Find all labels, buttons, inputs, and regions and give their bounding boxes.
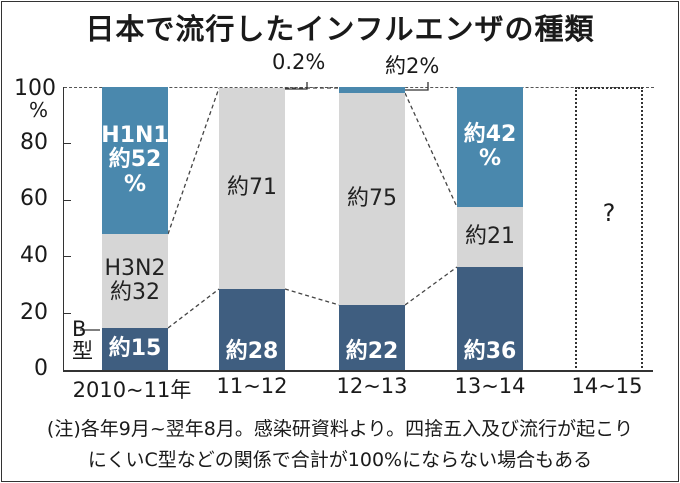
y-unit: % (28, 98, 48, 122)
footnote-line-2: にくいC型などの関係で合計が100%にならない場合もある (87, 449, 593, 471)
x-axis (63, 370, 653, 372)
y-tick-0: 0 (34, 356, 48, 381)
x-label-12-13: 12~13 (336, 374, 408, 398)
bar-2010-11: H1N1 約52 % H3N2 約32 約15 (101, 87, 169, 370)
y-tickmark (63, 143, 71, 144)
b-type-label: B 型 (72, 317, 93, 364)
segment-b: 約36 (457, 267, 523, 370)
chart-title: 日本で流行したインフルエンザの種類 (85, 12, 595, 46)
y-tick-100: 100 (14, 76, 56, 101)
y-axis (63, 87, 64, 370)
y-tickmark (63, 313, 71, 314)
bar-12-13: 約75 約22 (339, 87, 405, 370)
segment-h3n2: H3N2 約32 (102, 234, 168, 328)
y-tick-20: 20 (20, 300, 48, 325)
y-tick-40: 40 (20, 243, 48, 268)
segment-b: 約22 (339, 305, 405, 370)
segment-h1n1: H1N1 約52 % (101, 87, 169, 234)
y-tickmark (63, 200, 71, 201)
bar-11-12: 約71 約28 (219, 87, 285, 370)
segment-b: 約28 (219, 289, 285, 370)
bar-13-14: 約42 % 約21 約36 (457, 87, 523, 370)
x-label-11-12: 11~12 (216, 374, 288, 398)
footnote-line-1: (注)各年9月~翌年8月。感染研資料より。四捨五入及び流行が起こり (46, 418, 634, 440)
annotation-approx-2-percent: 約2% (385, 54, 440, 78)
segment-h1n1 (339, 87, 405, 93)
x-label-2010-11: 2010~11年 (72, 378, 192, 402)
segment-h3n2: 約75 (339, 93, 405, 305)
segment-h3n2: 約21 (457, 207, 523, 267)
x-label-14-15: 14~15 (571, 374, 643, 398)
segment-h1n1: 約42 % (457, 87, 523, 207)
y-tickmark (63, 256, 71, 257)
unknown-mark: ? (602, 199, 616, 227)
y-tick-60: 60 (20, 186, 48, 211)
annotation-0-2-percent: 0.2% (272, 50, 326, 74)
segment-h3n2: 約71 (219, 88, 285, 289)
bar-14-15-unknown: ? (575, 87, 643, 372)
x-label-13-14: 13~14 (454, 374, 526, 398)
y-tick-80: 80 (20, 130, 48, 155)
segment-b: 約15 (102, 328, 168, 370)
